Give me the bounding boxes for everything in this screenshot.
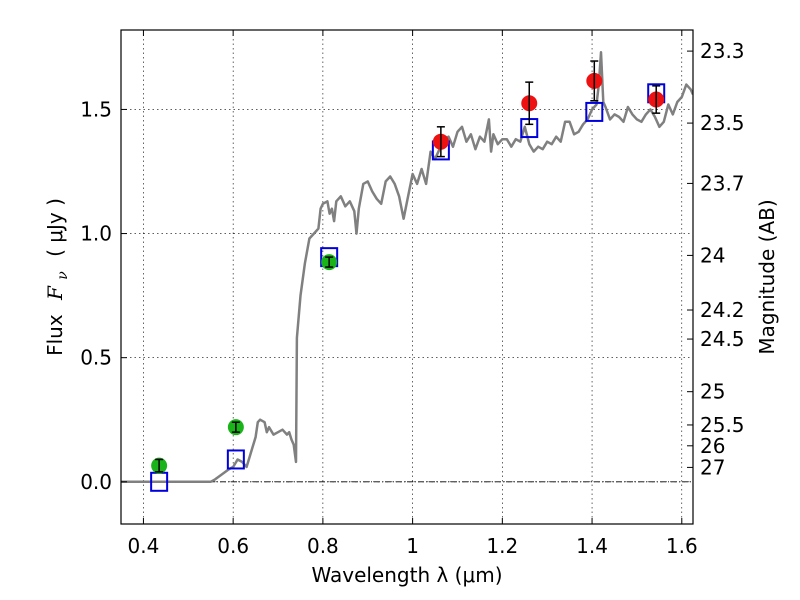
- y2-tick-label: 23.5: [700, 111, 745, 135]
- y2-tick-label: 26: [700, 434, 725, 458]
- x-axis-ticks: 0.4 0.6 0.8 1 1.2 1.4 1.6: [128, 30, 698, 558]
- y2-tick-label: 27: [700, 455, 725, 479]
- plot-frame: [120, 29, 694, 525]
- y2-tick-label: 25.5: [700, 413, 745, 437]
- model-spectrum-line: [121, 51, 693, 484]
- y2-tick-label: 23.7: [700, 171, 745, 195]
- y-axis-title-subscript: ν: [55, 271, 71, 280]
- y-tick-label: 1.5: [80, 97, 112, 121]
- y2-tick-label: 23.3: [700, 39, 745, 63]
- model-spectrum: [121, 51, 693, 484]
- y2-tick-label: 25: [700, 380, 725, 404]
- model-photometry-square: [226, 449, 245, 470]
- y2-tick-label: 24: [700, 243, 725, 267]
- x-tick-label: 1.6: [666, 534, 698, 558]
- y-axis-title: Flux F ν ( μJy ): [43, 198, 72, 356]
- x-tick-label: 1: [406, 534, 419, 558]
- y-axis-title-prefix: Flux: [43, 314, 67, 356]
- y-axis-title-symbol: F: [43, 285, 67, 301]
- x-tick-label: 0.6: [217, 534, 249, 558]
- grid-lines: [121, 30, 693, 524]
- y2-tick-label: 24.5: [700, 327, 745, 351]
- x-axis-title: Wavelength λ (μm): [311, 563, 502, 587]
- x-tick-label: 1.2: [486, 534, 518, 558]
- y-axis-ticks: 0.0 0.5 1.0 1.5: [80, 97, 127, 494]
- x-tick-label: 0.4: [128, 534, 160, 558]
- x-tick-label: 0.8: [307, 534, 339, 558]
- y2-axis-title: Magnitude (AB): [755, 199, 779, 354]
- y-tick-label: 1.0: [80, 222, 112, 246]
- y-axis-title-unit: ( μJy ): [43, 198, 67, 257]
- y-tick-label: 0.0: [80, 470, 112, 494]
- y-tick-label: 0.5: [80, 346, 112, 370]
- model-photometry-square: [585, 101, 604, 122]
- photometry-markers: [150, 60, 666, 492]
- y2-tick-label: 24.2: [700, 298, 745, 322]
- x-tick-label: 1.4: [576, 534, 608, 558]
